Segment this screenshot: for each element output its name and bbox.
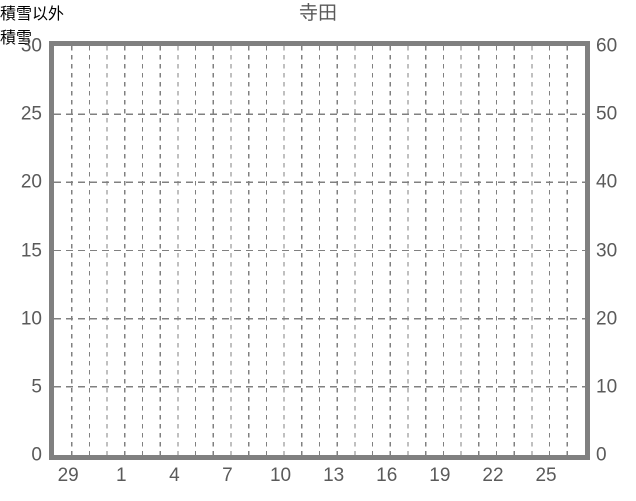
x-axis-tick-label: 1 xyxy=(115,465,127,486)
y-axis-right-tick-label: 30 xyxy=(596,240,618,261)
x-axis-tick-label: 4 xyxy=(169,465,180,486)
data-series-layer xyxy=(54,46,585,455)
y-axis-left-tick-label: 25 xyxy=(20,103,42,125)
grid-lines xyxy=(54,46,585,455)
y-axis-left-tick-label: 20 xyxy=(20,171,42,193)
y-axis-right-tick-label: 20 xyxy=(596,308,618,330)
y-axis-left-tick-label: 15 xyxy=(20,240,42,261)
y-axis-left-tick-label: 0 xyxy=(31,444,42,466)
y-axis-right-tick-label: 60 xyxy=(596,35,618,57)
x-axis-tick-label: 29 xyxy=(57,465,79,486)
y-axis-right-tick-label: 10 xyxy=(596,376,618,398)
x-axis-tick-label: 19 xyxy=(429,465,451,486)
plot-inner xyxy=(54,46,585,455)
y-axis-left-tick-label: 5 xyxy=(31,376,42,398)
x-axis-tick-label: 7 xyxy=(222,465,233,486)
chart-title: 寺田 xyxy=(298,3,337,24)
x-axis-tick-label: 25 xyxy=(535,465,557,486)
x-axis-tick-label: 13 xyxy=(323,465,345,486)
x-axis-tick-label: 22 xyxy=(482,465,504,486)
right-axis-title: 積雪 xyxy=(0,30,33,47)
x-axis-tick-label: 16 xyxy=(376,465,398,486)
y-axis-right-tick-label: 50 xyxy=(596,103,618,125)
left-axis-title: 積雪以外 xyxy=(0,6,65,23)
y-axis-right-tick-label: 0 xyxy=(596,444,607,466)
plot-area xyxy=(49,41,590,460)
y-axis-left-tick-label: 10 xyxy=(20,308,42,330)
y-axis-right-tick-label: 40 xyxy=(596,171,618,193)
y-axis-left-tick-label: 30 xyxy=(20,35,42,57)
x-axis-tick-label: 10 xyxy=(269,465,292,486)
